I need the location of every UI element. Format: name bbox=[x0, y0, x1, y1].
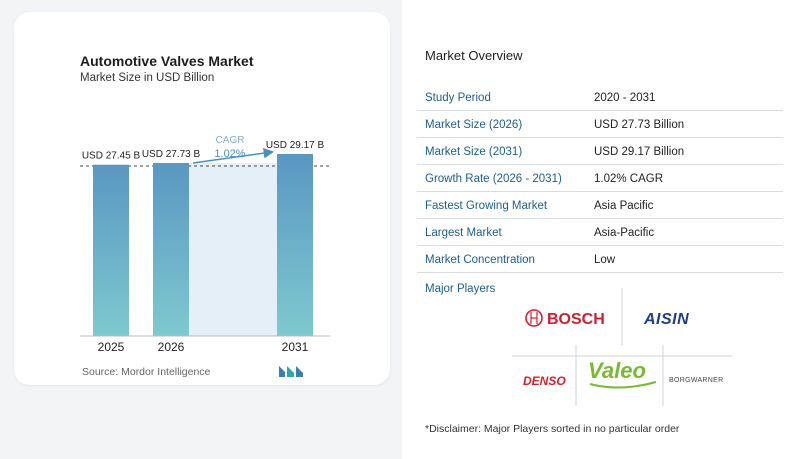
overview-row: Growth Rate (2026 - 2031) 1.02% CAGR bbox=[417, 165, 783, 192]
overview-row: Market Concentration Low bbox=[417, 246, 783, 273]
data-label-2026: USD 27.73 B bbox=[142, 149, 201, 160]
bars-layer: USD 27.45 B 2025 USD 27.73 B 2026 USD 29.17 … bbox=[80, 140, 330, 354]
overview-card bbox=[402, 0, 800, 459]
row-value: USD 27.73 Billion bbox=[594, 119, 685, 131]
x-tick-2031: 2031 bbox=[282, 340, 309, 354]
row-value: 1.02% CAGR bbox=[594, 173, 664, 185]
mordor-logo-icon bbox=[279, 366, 303, 377]
denso-logo: DENSO bbox=[523, 374, 566, 388]
row-value: 2020 - 2031 bbox=[594, 92, 656, 104]
bar-2031 bbox=[277, 154, 313, 336]
chart-subtitle: Market Size in USD Billion bbox=[80, 72, 215, 84]
row-label: Market Concentration bbox=[425, 254, 535, 266]
x-tick-2026: 2026 bbox=[158, 340, 185, 354]
row-label: Largest Market bbox=[425, 227, 502, 239]
aisin-logo: AISIN bbox=[643, 311, 689, 328]
growth-band bbox=[189, 162, 277, 336]
overview-row: Study Period 2020 - 2031 bbox=[417, 84, 783, 111]
bosch-text: BOSCH bbox=[547, 311, 605, 328]
row-label: Market Size (2026) bbox=[425, 119, 523, 131]
bar-2026 bbox=[153, 162, 189, 336]
source-text: Source: Mordor Intelligence bbox=[82, 366, 211, 378]
bosch-logo: BOSCH bbox=[525, 309, 605, 328]
players-title: Major Players bbox=[425, 283, 496, 295]
disclaimer: *Disclaimer: Major Players sorted in no … bbox=[425, 423, 680, 435]
row-label: Study Period bbox=[425, 92, 491, 104]
cagr-arrow bbox=[192, 147, 275, 164]
valeo-text: Valeo bbox=[588, 358, 646, 383]
borgwarner-logo: BORGWARNER bbox=[669, 377, 723, 384]
row-value: Asia-Pacific bbox=[594, 227, 655, 239]
data-label-2025: USD 27.45 B bbox=[82, 151, 141, 162]
row-label: Market Size (2031) bbox=[425, 146, 523, 158]
row-label: Growth Rate (2026 - 2031) bbox=[425, 173, 562, 185]
chart-title: Automotive Valves Market bbox=[80, 53, 254, 69]
cagr-label: CAGR bbox=[216, 135, 245, 146]
row-value: Asia Pacific bbox=[594, 200, 654, 212]
row-label: Fastest Growing Market bbox=[425, 200, 548, 212]
overview-row: Market Size (2031) USD 29.17 Billion bbox=[417, 138, 783, 165]
cagr-value: 1.02% bbox=[214, 148, 245, 160]
overview-row: Largest Market Asia-Pacific bbox=[417, 219, 783, 246]
bosch-emblem-icon bbox=[525, 309, 543, 327]
row-value: Low bbox=[594, 254, 616, 266]
valeo-logo: Valeo bbox=[588, 358, 657, 389]
overview-row: Fastest Growing Market Asia Pacific bbox=[417, 192, 783, 219]
data-label-2031: USD 29.17 B bbox=[266, 140, 325, 151]
overview-title: Market Overview bbox=[425, 48, 523, 63]
bar-2025 bbox=[93, 164, 129, 336]
valeo-swoosh-icon bbox=[589, 381, 657, 389]
overview-row: Market Size (2026) USD 27.73 Billion bbox=[417, 111, 783, 138]
row-value: USD 29.17 Billion bbox=[594, 146, 685, 158]
x-tick-2025: 2025 bbox=[98, 340, 125, 354]
